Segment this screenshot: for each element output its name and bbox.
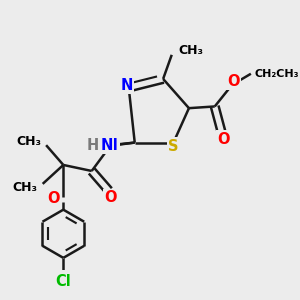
Text: H: H: [86, 138, 99, 153]
Text: CH₃: CH₃: [13, 181, 38, 194]
Text: CH₂CH₃: CH₂CH₃: [254, 69, 299, 79]
Text: N: N: [100, 138, 112, 153]
Text: N: N: [121, 78, 133, 93]
Text: Cl: Cl: [56, 274, 71, 290]
Text: H–N: H–N: [87, 138, 119, 153]
Text: O: O: [217, 132, 230, 147]
Text: O: O: [104, 190, 117, 205]
Text: CH₃: CH₃: [16, 135, 41, 148]
Text: CH₃: CH₃: [178, 44, 204, 57]
Text: S: S: [168, 139, 179, 154]
Text: O: O: [227, 74, 240, 89]
Text: O: O: [47, 191, 59, 206]
